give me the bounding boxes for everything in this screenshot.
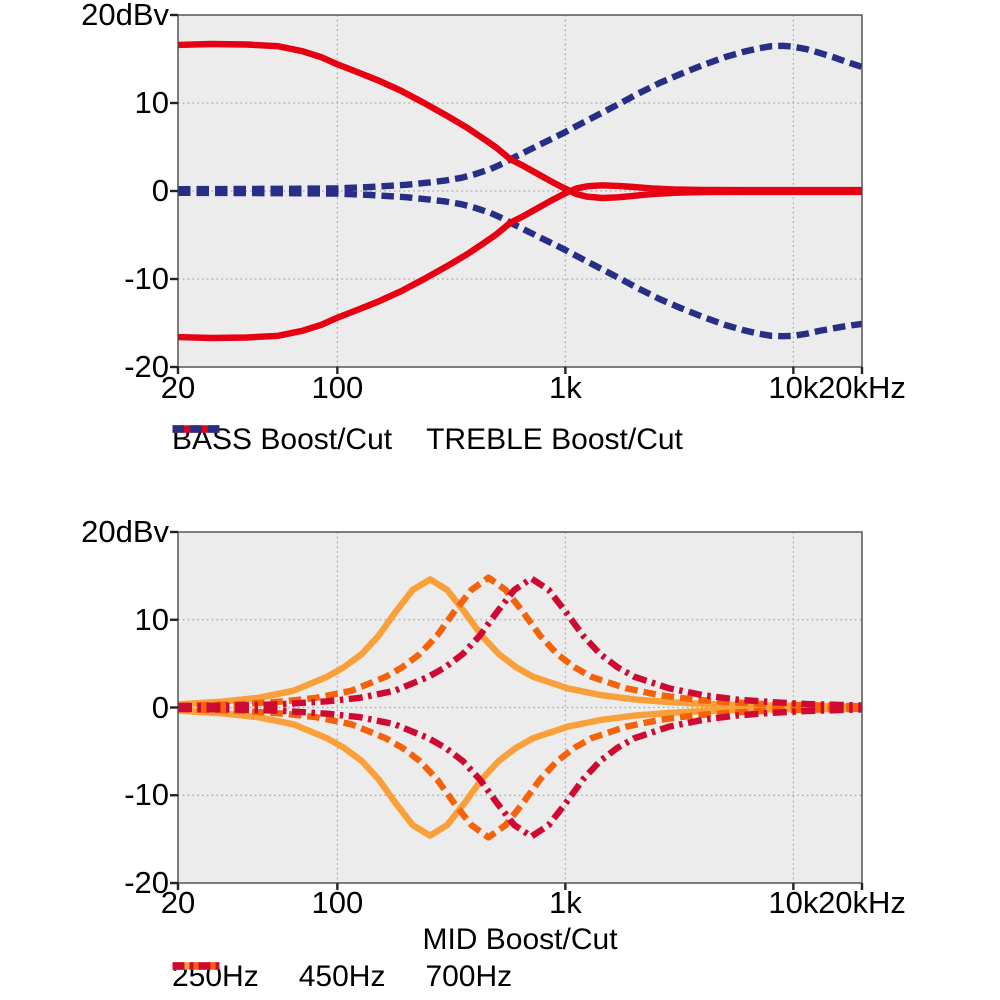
x-tick-label: 100 (311, 885, 364, 920)
curve-treble-boost (177, 42, 864, 193)
bass-treble-legend: BASS Boost/Cut TREBLE Boost/Cut (172, 424, 683, 456)
legend-swatch-dashdot-line-icon (172, 962, 220, 970)
legend-label: TREBLE Boost/Cut (426, 423, 683, 456)
mid-legend: 250Hz 450Hz 700Hz (172, 961, 512, 993)
x-tick-label: 10k (768, 885, 819, 920)
curve-mid-450hz-cut (177, 705, 863, 841)
y-tick-label: 10 (134, 85, 169, 120)
x-tick-label: 1k (548, 885, 582, 920)
x-tick-label: 20 (160, 885, 196, 920)
legend-label: 700Hz (425, 960, 513, 993)
y-tick-label: -20 (124, 349, 169, 384)
y-tick-label: 0 (151, 173, 169, 208)
x-axis-title: MID Boost/Cut (422, 923, 618, 956)
x-tick-label: 20kHz (818, 885, 906, 920)
y-tick-label: -10 (124, 261, 169, 296)
curve-mid-700hz-cut (177, 705, 863, 840)
x-tick-label: 10k (768, 370, 819, 405)
legend-label: 450Hz (298, 960, 386, 993)
x-tick-label: 1k (548, 370, 582, 405)
legend-item: TREBLE Boost/Cut (172, 423, 683, 456)
y-tick-label: 10 (134, 601, 169, 637)
curve-mid-450hz-boost (177, 574, 863, 710)
curve-mid-250hz-boost (177, 576, 863, 710)
x-tick-label: 100 (311, 370, 364, 405)
legend-item: 450Hz (172, 960, 386, 993)
y-axis-unit-label: 20dBv (81, 0, 169, 32)
curve-bass-boost (177, 40, 862, 202)
curve-treble-cut (177, 189, 863, 340)
legend-item: 700Hz (172, 960, 513, 993)
legend-swatch-dashed-line-icon (172, 425, 220, 433)
x-tick-label: 20kHz (818, 370, 906, 405)
y-axis-unit-label: 20dBv (81, 514, 169, 549)
curve-mid-250hz-cut (177, 705, 863, 839)
y-tick-label: -20 (124, 865, 169, 900)
x-tick-label: 20 (160, 370, 196, 405)
y-tick-label: -10 (124, 777, 169, 813)
curve-mid-700hz-boost (177, 575, 863, 710)
y-tick-label: 0 (151, 689, 169, 725)
curve-bass-cut (177, 182, 862, 342)
